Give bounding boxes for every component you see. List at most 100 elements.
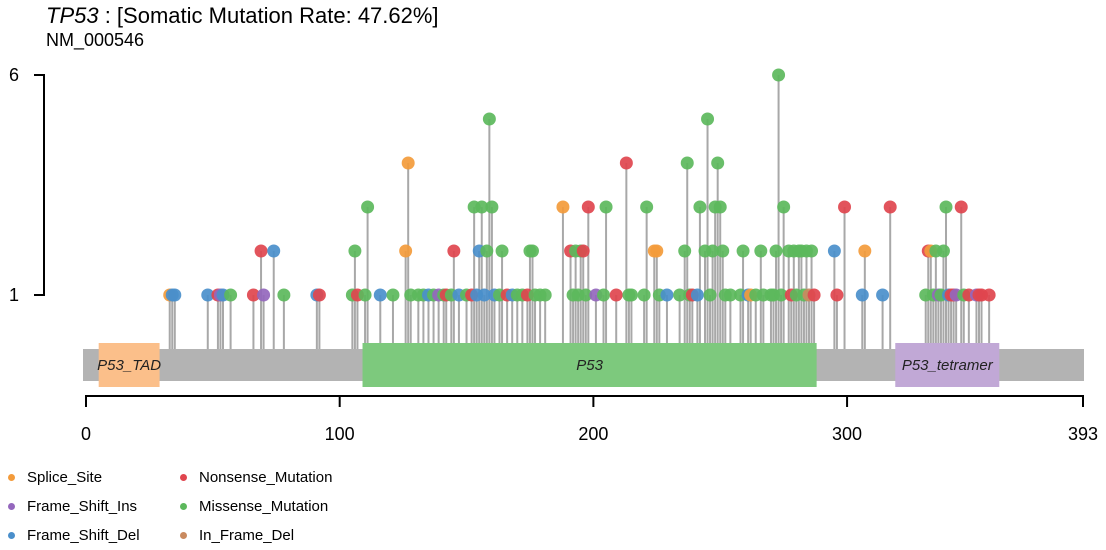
mutation-dot[interactable] bbox=[373, 288, 387, 302]
mutation-dot[interactable] bbox=[711, 156, 725, 170]
mutation-dot[interactable] bbox=[597, 288, 611, 302]
mutation-dot[interactable] bbox=[348, 244, 362, 258]
mutation-dot[interactable] bbox=[447, 244, 461, 258]
mutation-dot[interactable] bbox=[650, 244, 664, 258]
mutation-dot[interactable] bbox=[637, 288, 651, 302]
mutation-dot[interactable] bbox=[876, 288, 890, 302]
mutation-dot[interactable] bbox=[312, 288, 326, 302]
mutation-dot[interactable] bbox=[772, 68, 786, 82]
mutation-dot[interactable] bbox=[257, 288, 271, 302]
mutation-dot[interactable] bbox=[640, 200, 654, 214]
mutation-dot[interactable] bbox=[693, 200, 707, 214]
mutation-dot[interactable] bbox=[624, 288, 638, 302]
mutation-dot[interactable] bbox=[358, 288, 372, 302]
mutation-dot[interactable] bbox=[619, 156, 633, 170]
mutation-dot[interactable] bbox=[883, 200, 897, 214]
mutation-dot[interactable] bbox=[716, 244, 730, 258]
mutation-dot[interactable] bbox=[477, 288, 491, 302]
mutation-dot[interactable] bbox=[525, 244, 539, 258]
mutation-dot[interactable] bbox=[660, 288, 674, 302]
legend-item: Frame_Shift_Ins bbox=[8, 498, 137, 515]
mutation-dot[interactable] bbox=[556, 200, 570, 214]
domain-label: P53 bbox=[576, 357, 603, 374]
mutation-dot[interactable] bbox=[939, 200, 953, 214]
mutation-dot[interactable] bbox=[774, 288, 788, 302]
mutation-dot[interactable] bbox=[855, 288, 869, 302]
mutation-dot[interactable] bbox=[495, 244, 509, 258]
mutation-dot[interactable] bbox=[680, 156, 694, 170]
y-tick-label: 6 bbox=[9, 65, 19, 85]
mutation-dot[interactable] bbox=[830, 288, 844, 302]
legend-swatch bbox=[180, 532, 187, 539]
domain-label: P53_TAD bbox=[97, 357, 161, 374]
mutation-dot[interactable] bbox=[690, 288, 704, 302]
legend-label: In_Frame_Del bbox=[199, 527, 295, 544]
mutation-dot[interactable] bbox=[827, 244, 841, 258]
domain-p53-tetramer bbox=[895, 343, 1000, 387]
mutation-dot[interactable] bbox=[399, 244, 413, 258]
mutation-dot[interactable] bbox=[673, 288, 687, 302]
mutation-dot[interactable] bbox=[838, 200, 852, 214]
mutation-dots-layer bbox=[163, 68, 996, 302]
x-tick-label: 0 bbox=[81, 424, 91, 444]
mutation-dot[interactable] bbox=[982, 288, 996, 302]
mutation-dot[interactable] bbox=[401, 156, 415, 170]
mutation-dot[interactable] bbox=[701, 112, 715, 126]
legend-item: In_Frame_Del bbox=[180, 527, 294, 544]
mutation-dot[interactable] bbox=[267, 244, 281, 258]
legend-label: Missense_Mutation bbox=[199, 498, 329, 515]
legend-swatch bbox=[8, 474, 15, 481]
mutation-dot[interactable] bbox=[754, 244, 768, 258]
mutation-dot[interactable] bbox=[807, 288, 821, 302]
mutation-dot[interactable] bbox=[386, 288, 400, 302]
axes-layer: 1 6 0 100 200 300 393 bbox=[9, 65, 1098, 444]
mutation-dot[interactable] bbox=[678, 244, 692, 258]
mutation-dot[interactable] bbox=[168, 288, 182, 302]
mutation-dot[interactable] bbox=[936, 244, 950, 258]
mutation-dot[interactable] bbox=[599, 200, 613, 214]
mutation-dot[interactable] bbox=[224, 288, 238, 302]
mutation-dot[interactable] bbox=[482, 112, 496, 126]
legend-swatch bbox=[8, 503, 15, 510]
legend-label: Frame_Shift_Ins bbox=[27, 498, 138, 515]
mutation-rate-text: : [Somatic Mutation Rate: 47.62%] bbox=[98, 3, 439, 28]
mutation-dot[interactable] bbox=[703, 288, 717, 302]
mutation-dot[interactable] bbox=[538, 288, 552, 302]
mutation-dot[interactable] bbox=[254, 244, 268, 258]
transcript-id: NM_000546 bbox=[46, 30, 145, 50]
mutation-dot[interactable] bbox=[581, 200, 595, 214]
domain-label: P53_tetramer bbox=[902, 357, 994, 374]
mutation-dot[interactable] bbox=[706, 244, 720, 258]
gene-name: TP53 bbox=[46, 3, 99, 28]
y-tick-label: 1 bbox=[9, 285, 19, 305]
mutation-dot[interactable] bbox=[736, 244, 750, 258]
mutation-dot[interactable] bbox=[475, 200, 489, 214]
mutation-dot[interactable] bbox=[277, 288, 291, 302]
legend-label: Frame_Shift_Del bbox=[27, 527, 140, 544]
mutation-dot[interactable] bbox=[246, 288, 260, 302]
mutation-dot[interactable] bbox=[954, 200, 968, 214]
legend-item: Nonsense_Mutation bbox=[180, 469, 332, 486]
stems-layer bbox=[168, 75, 991, 349]
domains-layer: P53_TAD P53 P53_tetramer bbox=[97, 343, 1000, 387]
domain-p53-tad bbox=[98, 343, 160, 387]
mutation-dot[interactable] bbox=[858, 244, 872, 258]
mutation-dot[interactable] bbox=[805, 244, 819, 258]
mutation-dot[interactable] bbox=[485, 200, 499, 214]
mutation-dot[interactable] bbox=[723, 288, 737, 302]
mutation-dot[interactable] bbox=[576, 244, 590, 258]
mutation-dot[interactable] bbox=[201, 288, 215, 302]
legend-item: Splice_Site bbox=[8, 469, 102, 486]
x-tick-label: 300 bbox=[832, 424, 862, 444]
mutation-dot[interactable] bbox=[777, 200, 791, 214]
mutation-dot[interactable] bbox=[579, 288, 593, 302]
mutation-dot[interactable] bbox=[713, 200, 727, 214]
mutation-dot[interactable] bbox=[361, 200, 375, 214]
legend-swatch bbox=[180, 474, 187, 481]
legend-label: Nonsense_Mutation bbox=[199, 469, 333, 486]
mutation-dot[interactable] bbox=[480, 244, 494, 258]
mutation-dot[interactable] bbox=[769, 244, 783, 258]
mutation-dot[interactable] bbox=[609, 288, 623, 302]
domain-p53 bbox=[362, 343, 817, 387]
